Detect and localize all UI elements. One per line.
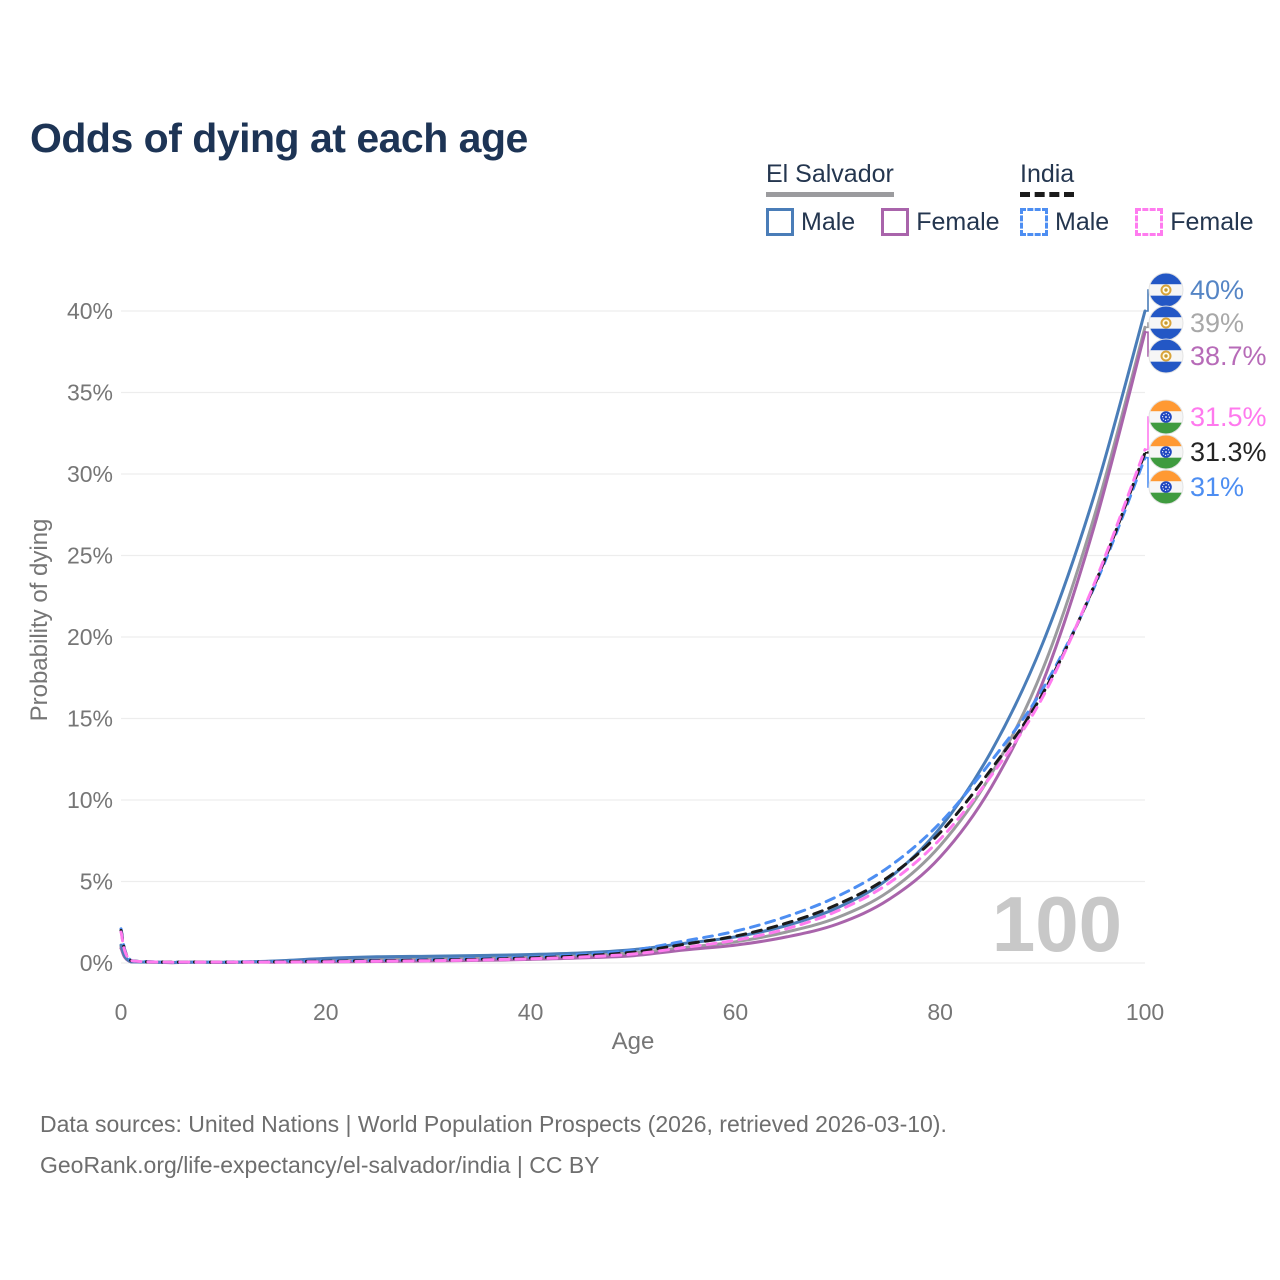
x-tick-label: 100 [1126, 999, 1164, 1025]
legend-item-el-salvador-female[interactable]: Female [881, 207, 1000, 237]
flag-border [1148, 338, 1184, 374]
y-tick-label: 5% [80, 869, 113, 895]
flag-chakra-dot [1165, 451, 1167, 453]
end-label-el-salvador-female: 38.7% [1190, 341, 1267, 371]
legend-label-india-male: Male [1055, 207, 1110, 236]
el-salvador-flag-icon [1149, 306, 1183, 340]
x-tick-label: 40 [518, 999, 544, 1025]
india-flag-icon [1149, 470, 1183, 504]
el-salvador-flag-icon [1149, 339, 1183, 373]
y-tick-label: 25% [67, 543, 113, 569]
y-tick-label: 15% [67, 706, 113, 732]
flag-stripe [1149, 273, 1183, 285]
chart-footer: Data sources: United Nations | World Pop… [40, 1104, 947, 1186]
legend-label-el-salvador-female: Female [916, 207, 1000, 236]
y-axis-title: Probability of dying [26, 519, 53, 722]
series-lines [119, 309, 1147, 965]
flag-stripe [1149, 306, 1183, 318]
flag-emblem-dot [1164, 288, 1168, 292]
flag-stripe [1149, 435, 1183, 447]
legend-item-india-female[interactable]: Female [1135, 207, 1254, 237]
gridlines [121, 310, 1145, 964]
end-label-el-salvador-male: 40% [1190, 275, 1244, 305]
legend-group-india: India Male Female [1020, 160, 1254, 237]
x-tick-label: 80 [927, 999, 953, 1025]
flag-border [1148, 399, 1184, 435]
flag-stripe [1149, 295, 1183, 307]
y-tick-label: 10% [67, 787, 113, 813]
chart-legend: El Salvador Male Female India Male Femal… [0, 160, 1280, 250]
series-line-india-female [119, 448, 1147, 964]
legend-items-el-salvador: Male Female [766, 208, 1000, 237]
flag-stripe [1149, 361, 1183, 373]
x-tick-label: 0 [115, 999, 128, 1025]
legend-group-el-salvador: El Salvador Male Female [766, 160, 1000, 237]
el-salvador-flag-icon [1149, 273, 1183, 307]
india-flag-icon [1149, 400, 1183, 434]
end-label-india-male: 31% [1190, 472, 1244, 502]
el-salvador-female-swatch-icon [881, 208, 910, 237]
series-line-el-salvador-both [119, 325, 1147, 965]
flag-stripe [1149, 470, 1183, 482]
end-label-el-salvador-both: 39% [1190, 308, 1244, 338]
x-axis: 0 20 40 60 80 100 Age [115, 999, 1165, 1055]
flag-stripe [1149, 339, 1183, 351]
flag-border [1148, 469, 1184, 505]
flag-chakra-dot [1165, 416, 1167, 418]
flag-stripe [1149, 457, 1183, 469]
y-tick-label: 0% [80, 950, 113, 976]
flag-chakra-ring [1162, 448, 1170, 456]
data-sources-line: Data sources: United Nations | World Pop… [40, 1111, 947, 1137]
india-flag-icon [1149, 435, 1183, 469]
legend-items-india: Male Female [1020, 208, 1254, 237]
y-axis: 0% 5% 10% 15% 20% 25% 30% 35% 40% Probability of … [26, 298, 113, 976]
y-tick-label: 20% [67, 624, 113, 650]
el-salvador-male-swatch-icon [766, 208, 794, 237]
flag-stripe [1149, 422, 1183, 434]
flag-emblem-dot [1164, 321, 1168, 325]
flag-border [1148, 434, 1184, 470]
page-title: Odds of dying at each age [30, 115, 528, 162]
flag-chakra-dot [1165, 486, 1167, 488]
y-tick-label: 30% [67, 461, 113, 487]
end-label-india-both: 31.3% [1190, 437, 1267, 467]
flag-stripe [1149, 400, 1183, 412]
flag-chakra-ring [1162, 483, 1170, 491]
legend-item-india-male[interactable]: Male [1020, 208, 1109, 237]
flag-stripe [1149, 328, 1183, 340]
india-male-swatch-icon [1020, 208, 1048, 237]
legend-item-el-salvador-male[interactable]: Male [766, 208, 855, 237]
legend-country-el-salvador[interactable]: El Salvador [766, 160, 894, 197]
india-female-swatch-icon [1135, 208, 1164, 237]
flag-stripe [1149, 492, 1183, 504]
y-tick-label: 40% [67, 298, 113, 324]
series-line-el-salvador-female [119, 330, 1147, 965]
flag-chakra-ring [1162, 413, 1170, 421]
x-axis-title: Age [612, 1028, 655, 1055]
end-labels: 40%39%38.7% 31.5% 31.3% 31% [1145, 272, 1267, 505]
legend-label-el-salvador-male: Male [801, 207, 856, 236]
y-tick-label: 35% [67, 380, 113, 406]
flag-emblem-dot [1164, 354, 1168, 358]
legend-label-india-female: Female [1170, 207, 1254, 236]
end-label-india-female: 31.5% [1190, 402, 1267, 432]
x-tick-label: 20 [313, 999, 339, 1025]
attribution-line: GeoRank.org/life-expectancy/el-salvador/… [40, 1152, 600, 1178]
age-watermark: 100 [992, 880, 1122, 968]
x-tick-label: 60 [723, 999, 749, 1025]
legend-country-india[interactable]: India [1020, 160, 1075, 197]
